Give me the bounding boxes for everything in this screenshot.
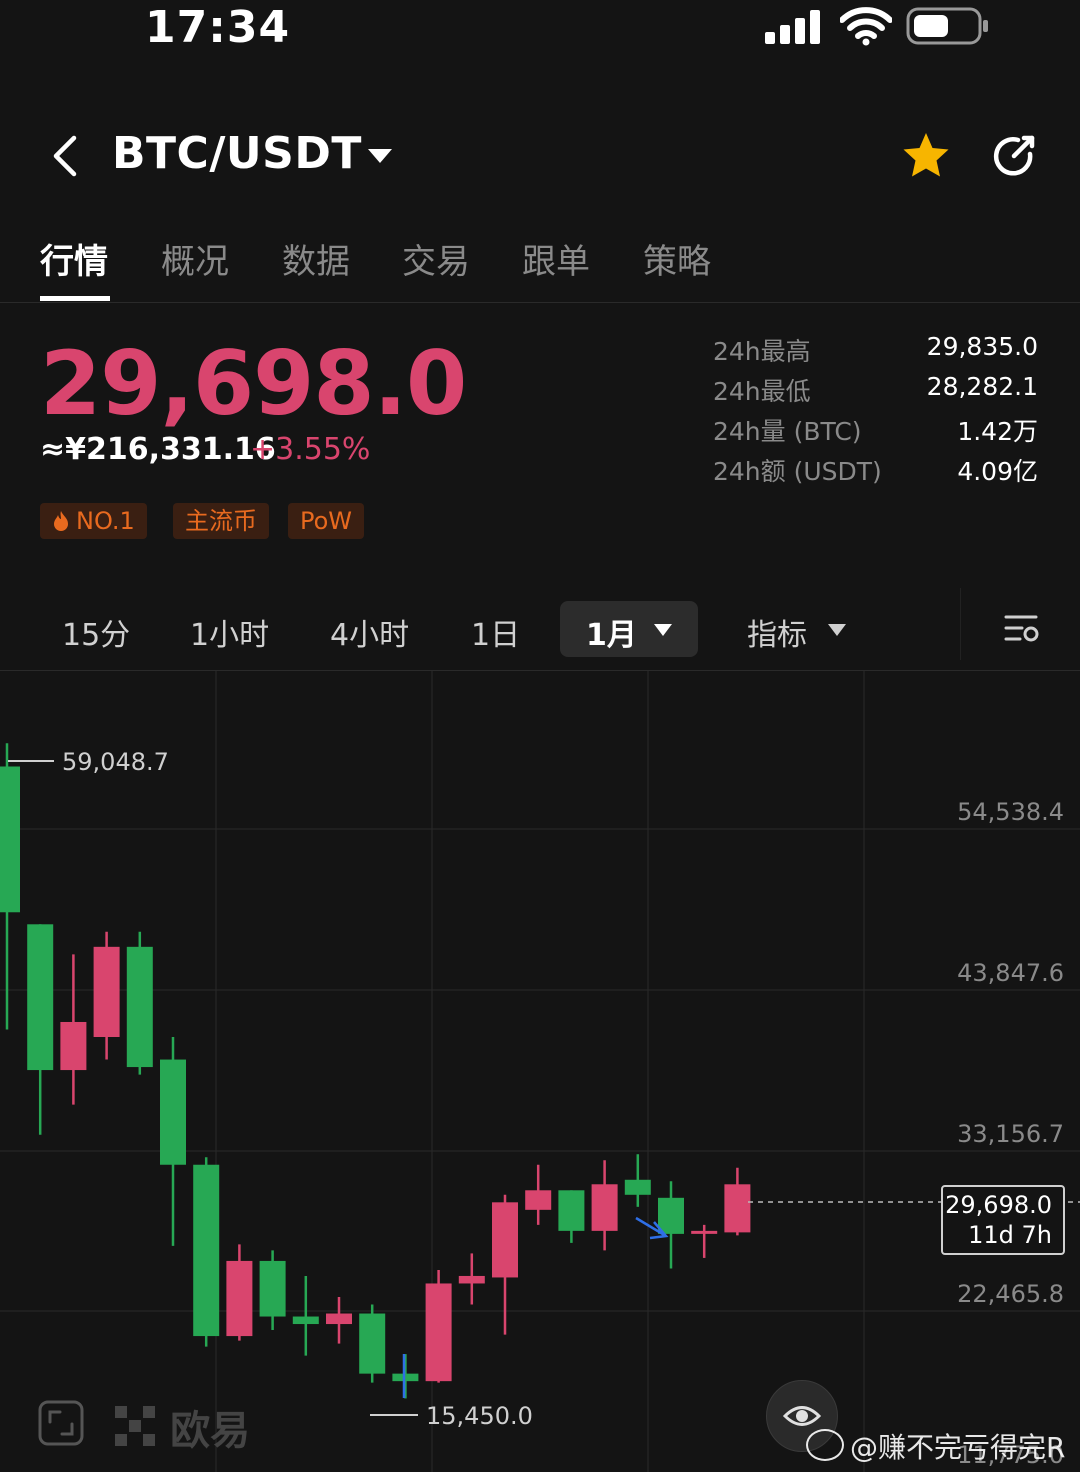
stat-value-volume: 1.42万 [957,417,1038,446]
candle-body[interactable] [658,1197,684,1234]
stat-label-turnover: 24h额 (USDT) [713,457,882,486]
high-price-label: 59,048.7 [62,748,169,776]
candle-body[interactable] [492,1202,518,1278]
candle-body[interactable] [458,1275,485,1284]
candle-body[interactable] [93,946,120,1038]
stat-value-low: 28,282.1 [926,372,1038,401]
category-badge[interactable]: 主流币 [173,503,269,539]
candle-body[interactable] [193,1164,220,1337]
chart-settings-icon[interactable] [1004,612,1040,646]
candle-body[interactable] [126,946,153,1068]
price-change-percent: +3.55% [250,432,371,467]
candle-body[interactable] [160,1059,186,1165]
tab-data[interactable]: 数据 [282,242,350,282]
chevron-down-icon[interactable] [826,622,848,638]
y-axis-tick: 33,156.7 [957,1120,1064,1148]
candle-body[interactable] [624,1179,651,1195]
star-icon[interactable] [900,130,952,182]
tab-overview[interactable]: 概况 [161,242,229,282]
tab-strategy[interactable]: 策略 [643,242,711,282]
candle-countdown-label: 11d 7h [968,1221,1052,1249]
eye-icon [782,1406,822,1426]
cellular-signal-icon [765,10,820,44]
chevron-down-icon[interactable] [366,146,394,166]
chevron-down-icon[interactable] [652,622,674,638]
last-price: 29,698.0 [40,332,467,435]
back-icon[interactable] [48,132,84,180]
current-price-label: 29,698.0 [945,1191,1052,1219]
candle-body[interactable] [60,1021,87,1071]
status-bar: 17:34 [0,0,1080,60]
y-axis-tick: 43,847.6 [957,959,1064,987]
flame-icon [54,511,68,531]
low-price-label: 15,450.0 [426,1402,533,1430]
weibo-icon [806,1429,844,1461]
candle-body[interactable] [525,1190,552,1210]
drawing-arrow [635,1216,669,1240]
interval-1h[interactable]: 1小时 [190,618,270,653]
interval-selected-highlight[interactable] [560,601,698,657]
stat-value-turnover: 4.09亿 [957,457,1038,486]
y-axis-tick: 54,538.4 [957,798,1064,826]
interval-4h[interactable]: 4小时 [330,618,410,653]
okx-logo-icon [115,1406,155,1446]
tab-market[interactable]: 行情 [40,242,108,282]
candle-body[interactable] [226,1260,253,1337]
price-cny: ≈¥216,331.16 [40,432,276,467]
candlestick-chart[interactable]: 54,538.4 43,847.6 33,156.7 22,465.8 11,7… [0,670,1080,1472]
weibo-watermark: @赚不完亏得完R [806,1426,1065,1466]
interval-1M[interactable]: 1月 [586,618,637,653]
stat-label-low: 24h最低 [713,377,811,406]
tab-copy-trading[interactable]: 跟单 [522,242,590,282]
candles-group [0,743,751,1399]
candle-body[interactable] [326,1313,352,1325]
candle-body[interactable] [425,1283,452,1382]
candle-body[interactable] [691,1230,718,1234]
stat-label-high: 24h最高 [713,337,811,366]
interval-1d[interactable]: 1日 [471,618,521,653]
candle-body[interactable] [259,1260,286,1317]
rank-badge[interactable]: NO.1 [40,503,147,539]
stat-label-volume: 24h量 (BTC) [713,417,862,446]
y-axis-tick: 22,465.8 [957,1280,1064,1308]
candle-body[interactable] [558,1190,585,1231]
stat-value-high: 29,835.0 [926,332,1038,361]
candle-body[interactable] [0,766,20,913]
candle-body[interactable] [392,1373,419,1382]
tab-bar: 行情 概况 数据 交易 跟单 策略 [0,228,1080,303]
indicators-button[interactable]: 指标 [747,618,807,653]
candle-body[interactable] [27,924,54,1071]
fullscreen-icon[interactable] [38,1400,84,1446]
interval-bar: 15分 1小时 4小时 1日 1月 指标 [0,588,1080,671]
status-time: 17:34 [145,2,291,53]
rank-badge-label: NO.1 [76,507,135,535]
battery-icon [906,7,988,45]
active-tab-indicator [40,296,110,301]
okx-logo: 欧易 [115,1398,250,1456]
divider [960,588,961,660]
candle-body[interactable] [292,1316,319,1325]
candle-body[interactable] [724,1184,751,1233]
okx-logo-text: 欧易 [170,1408,251,1454]
watermark-text: @赚不完亏得完R [850,1431,1066,1464]
current-price-box[interactable] [941,1185,1065,1255]
y-axis-tick: 11,775.0 [957,1441,1064,1469]
share-icon[interactable] [990,132,1040,182]
candle-body[interactable] [359,1313,386,1374]
trading-pair-title[interactable]: BTC/USDT [112,128,362,179]
candle-body[interactable] [591,1184,618,1231]
interval-15m[interactable]: 15分 [62,618,131,653]
wifi-icon [840,7,892,46]
tab-trade[interactable]: 交易 [402,242,470,282]
consensus-badge[interactable]: PoW [288,503,365,539]
